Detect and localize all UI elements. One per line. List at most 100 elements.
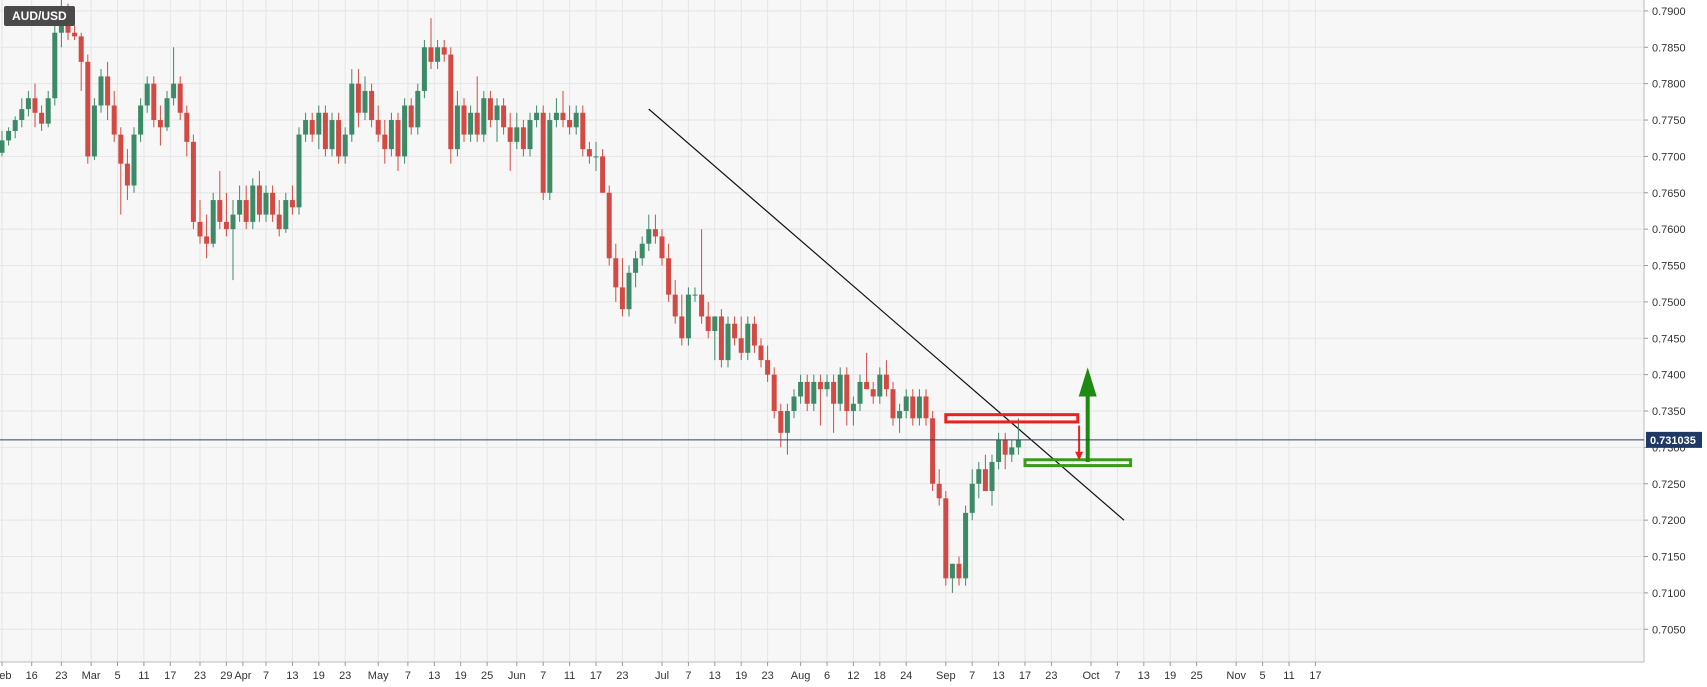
- bullish-candle: [811, 381, 817, 404]
- bullish-candle: [547, 120, 553, 193]
- bearish-candle: [870, 389, 876, 397]
- support-zone-box: [1023, 458, 1133, 468]
- bearish-candle: [32, 98, 38, 113]
- bearish-candle: [276, 214, 282, 230]
- x-tick-label: 19: [455, 670, 467, 682]
- current-price-line: 0.731035: [0, 431, 1702, 448]
- x-tick-label: Oct: [1082, 670, 1099, 682]
- x-tick-label: 19: [313, 670, 325, 682]
- x-tick-label: 6: [824, 670, 830, 682]
- y-tick-label: 0.7700: [1652, 151, 1686, 163]
- bullish-candle: [1009, 447, 1015, 455]
- x-tick-label: 13: [709, 670, 721, 682]
- bullish-candle: [316, 112, 322, 135]
- bullish-candle: [784, 411, 790, 433]
- bullish-candle: [850, 403, 856, 412]
- x-tick-label: 29: [220, 670, 232, 682]
- x-tick-label: 11: [1283, 670, 1294, 682]
- x-tick-label: 5: [114, 670, 120, 682]
- x-tick-label: 13: [286, 670, 298, 682]
- x-tick-label: 11: [564, 670, 575, 682]
- y-tick-label: 0.7400: [1652, 370, 1686, 382]
- bullish-candle: [857, 381, 863, 404]
- x-tick-label: 17: [590, 670, 602, 682]
- bullish-candle: [303, 120, 309, 135]
- bullish-candle: [349, 83, 355, 135]
- symbol-label: AUD/USD: [4, 6, 75, 26]
- bearish-candle: [982, 469, 988, 492]
- bullish-candle: [976, 469, 982, 484]
- annotations-layer: [944, 367, 1133, 468]
- bullish-candle: [646, 229, 652, 244]
- y-tick-label: 0.7600: [1652, 224, 1686, 236]
- bearish-candle: [197, 221, 203, 237]
- bullish-candle: [745, 323, 751, 353]
- bearish-candle: [936, 483, 942, 499]
- x-tick-label: 17: [164, 670, 176, 682]
- x-tick-label: 23: [339, 670, 351, 682]
- bullish-candle: [553, 112, 559, 121]
- x-tick-label: 13: [1138, 670, 1150, 682]
- bullish-candle: [534, 112, 540, 121]
- price-axis[interactable]: 0.7900 0.7850 0.7800 0.7750 0.7700 0.7650 0.76…: [1644, 6, 1686, 636]
- bullish-candle: [296, 134, 302, 208]
- bullish-candle: [171, 83, 177, 99]
- bearish-candle: [844, 374, 850, 412]
- bearish-candle: [831, 381, 837, 404]
- bearish-candle: [672, 294, 678, 317]
- bullish-candle: [138, 105, 144, 135]
- x-tick-label: 13: [992, 670, 1004, 682]
- bearish-candle: [309, 120, 315, 135]
- bearish-candle: [817, 381, 823, 390]
- bullish-candle: [388, 120, 394, 150]
- bearish-candle: [78, 36, 84, 62]
- bullish-candle: [210, 200, 216, 244]
- bullish-candle: [1015, 440, 1021, 448]
- bullish-candle: [0, 140, 5, 153]
- bearish-candle: [883, 374, 889, 390]
- bearish-candle: [613, 258, 619, 288]
- bearish-candle: [501, 105, 507, 128]
- bullish-candle: [573, 112, 579, 128]
- y-tick-label: 0.7350: [1652, 406, 1686, 418]
- x-tick-label: 24: [900, 670, 912, 682]
- bullish-candle: [283, 200, 289, 230]
- bearish-candle: [666, 258, 672, 295]
- bearish-candle: [864, 381, 870, 390]
- bearish-candle: [507, 127, 513, 142]
- bullish-candle: [164, 98, 170, 128]
- bullish-candle: [25, 98, 31, 110]
- y-tick-label: 0.7200: [1652, 515, 1686, 527]
- bullish-candle: [903, 396, 909, 412]
- bullish-candle: [362, 90, 368, 113]
- bullish-arrow-head: [1078, 367, 1097, 397]
- y-tick-label: 0.7900: [1652, 6, 1686, 18]
- bearish-candle: [39, 112, 45, 124]
- bearish-candle: [408, 105, 414, 128]
- x-tick-label: 23: [1045, 670, 1057, 682]
- x-tick-label: 19: [735, 670, 747, 682]
- bearish-candle: [890, 389, 896, 419]
- bullish-candle: [725, 323, 731, 361]
- x-tick-label: 17: [1309, 670, 1321, 682]
- bullish-candle: [98, 76, 104, 106]
- bullish-candle: [421, 47, 427, 91]
- x-tick-label: Jul: [655, 670, 669, 682]
- bearish-candle: [804, 381, 810, 404]
- x-tick-label: 25: [481, 670, 493, 682]
- current-price-label: 0.731035: [1650, 435, 1696, 447]
- x-tick-label: 23: [55, 670, 67, 682]
- x-tick-label: 23: [761, 670, 773, 682]
- bearish-candle: [270, 192, 276, 215]
- y-tick-label: 0.7450: [1652, 333, 1686, 345]
- bearish-candle: [72, 32, 78, 37]
- bearish-candle: [382, 134, 388, 150]
- bearish-candle: [738, 338, 744, 353]
- y-tick-label: 0.7850: [1652, 42, 1686, 54]
- bullish-candle: [415, 90, 421, 128]
- bullish-candle: [481, 98, 487, 135]
- bullish-candle: [916, 396, 922, 419]
- y-tick-label: 0.7500: [1652, 297, 1686, 309]
